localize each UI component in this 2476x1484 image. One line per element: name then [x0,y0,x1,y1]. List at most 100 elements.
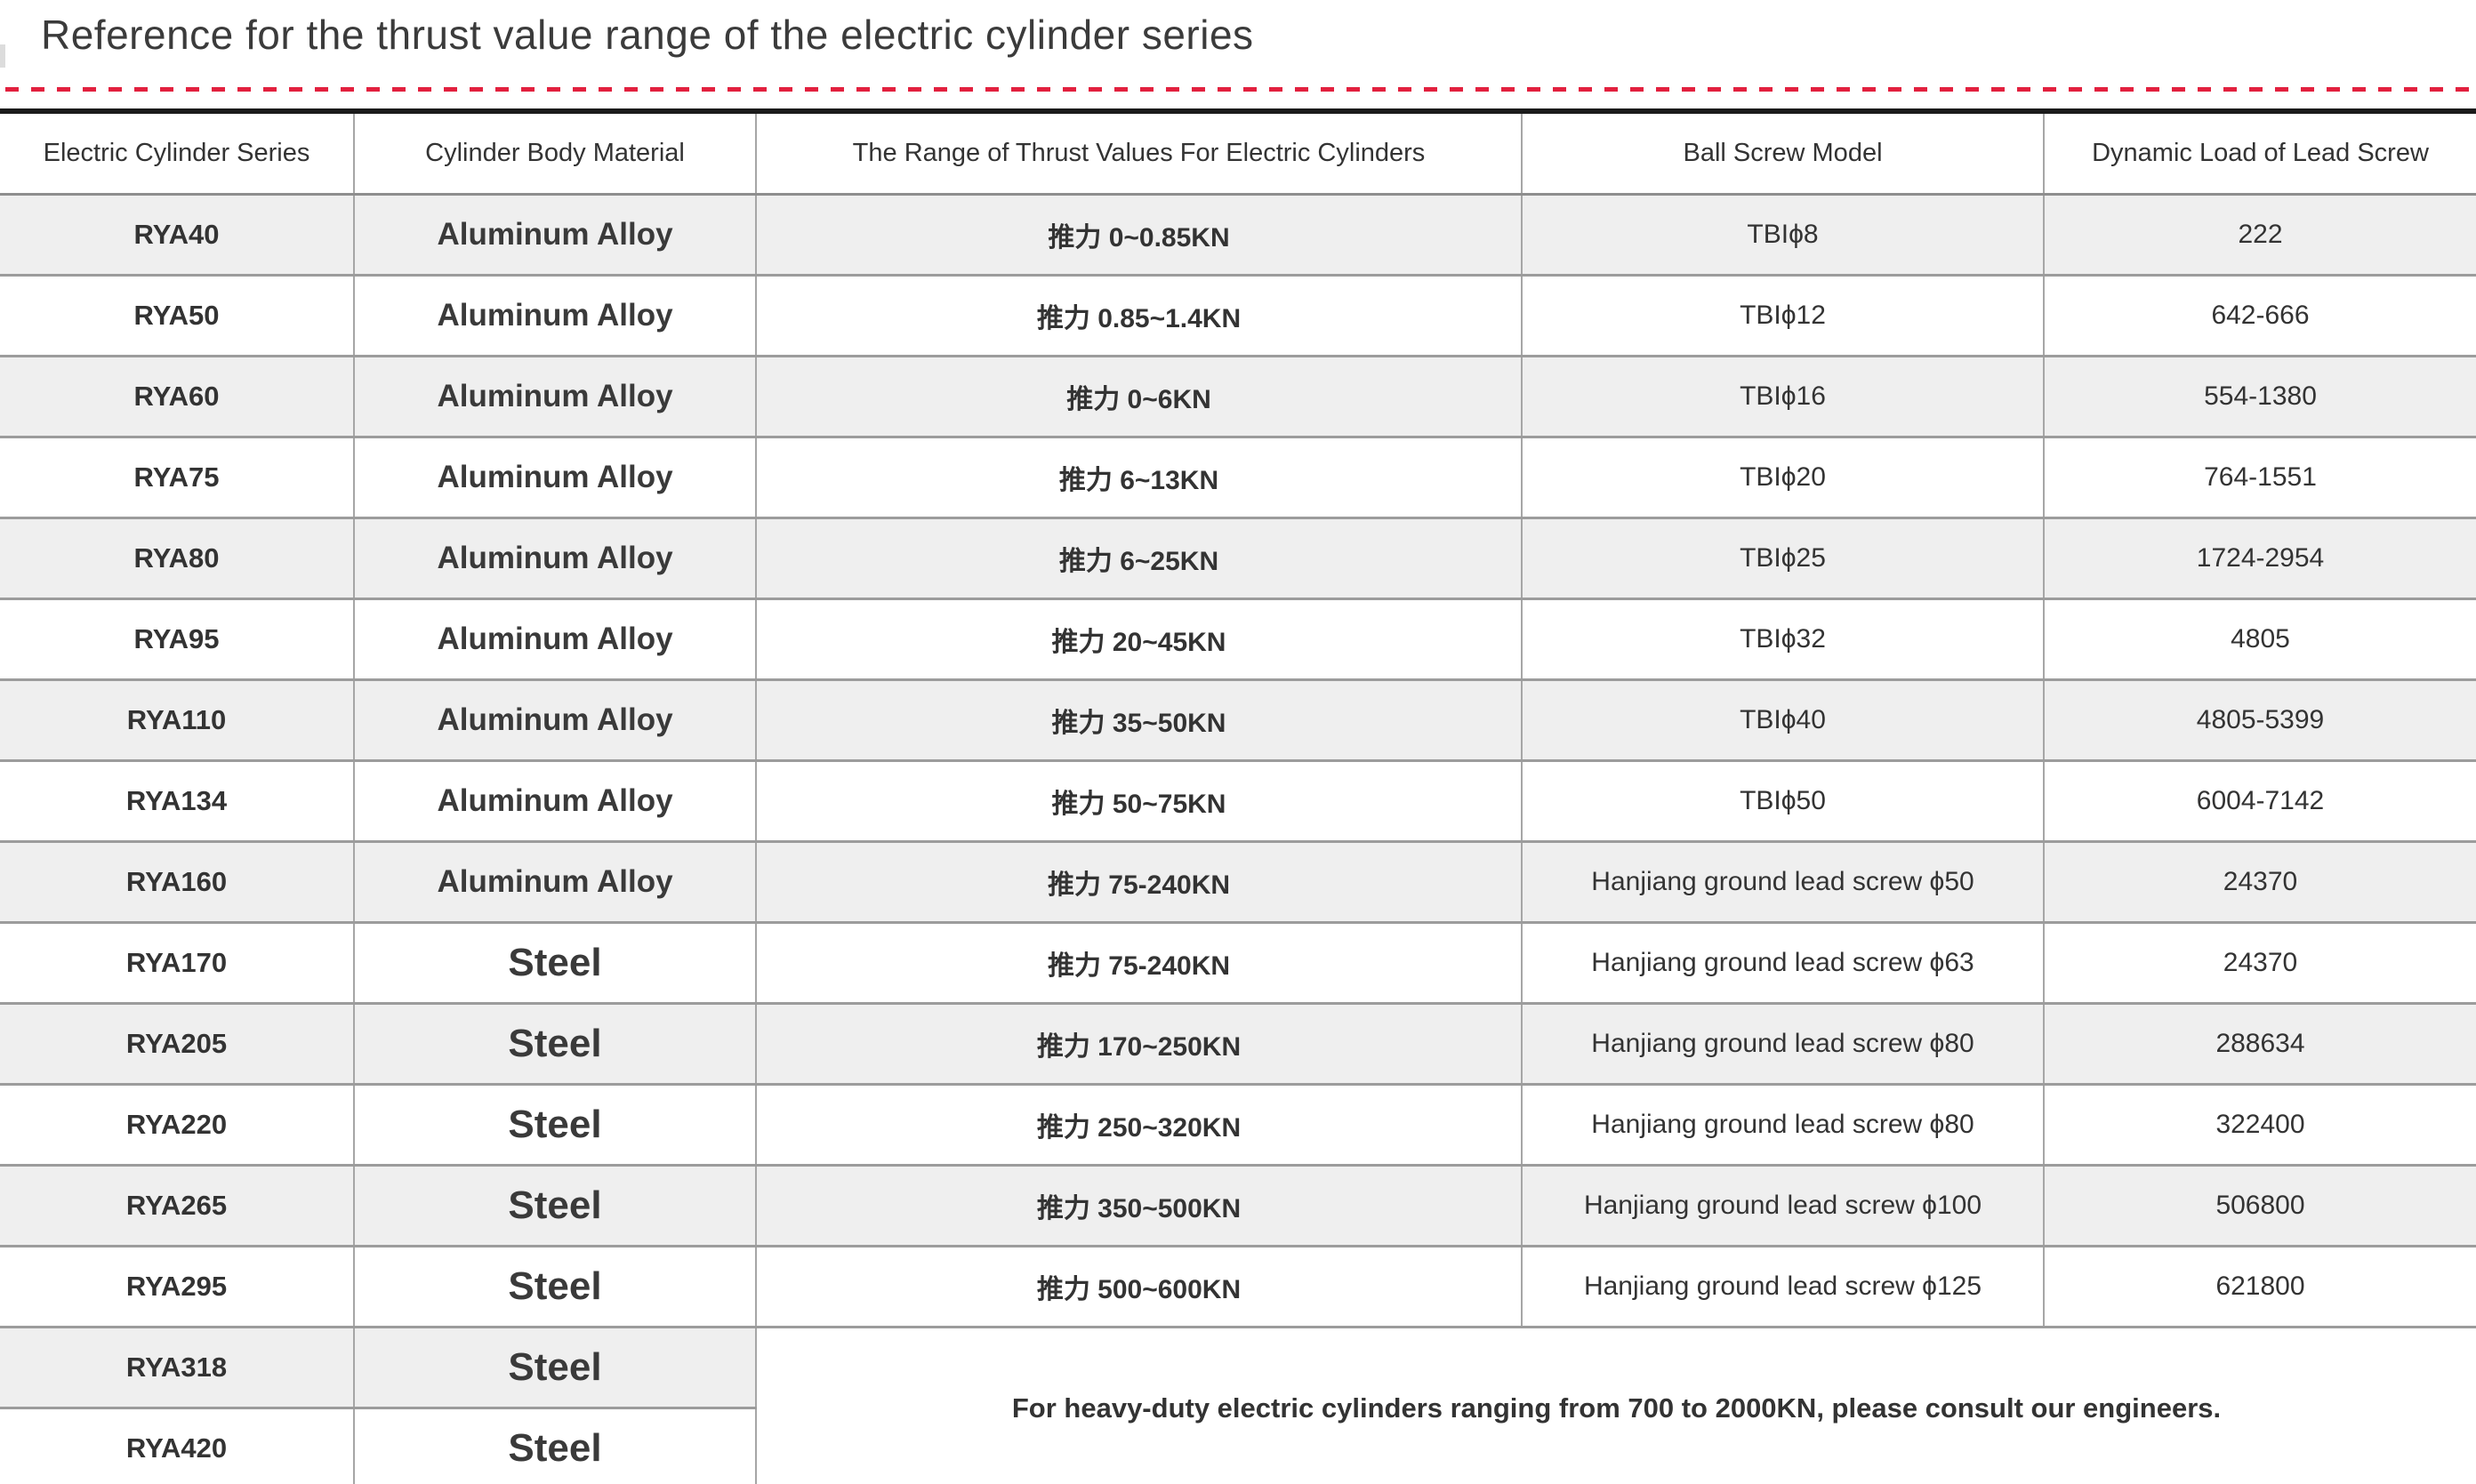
series-cell: RYA110 [0,679,354,762]
material-cell: Aluminum Alloy [353,841,756,924]
col-header-material: Cylinder Body Material [353,111,756,196]
thrust-cell: 推力 75-240KN [755,841,1522,924]
load-cell: 222 [2043,194,2476,277]
table-row: RYA50 Aluminum Alloy 推力 0.85~1.4KN TBIϕ1… [0,275,2476,357]
thrust-cell: 推力 500~600KN [755,1246,1522,1328]
thrust-cell: 推力 35~50KN [755,679,1522,762]
table-row: RYA95 Aluminum Alloy 推力 20~45KN TBIϕ32 4… [0,598,2476,681]
series-cell: RYA134 [0,760,354,843]
load-cell: 621800 [2043,1246,2476,1328]
load-cell: 4805-5399 [2043,679,2476,762]
ball-screw-cell: TBIϕ32 [1521,598,2044,681]
title-accent-bar [0,44,5,68]
table-row: RYA80 Aluminum Alloy 推力 6~25KN TBIϕ25 17… [0,517,2476,600]
series-cell: RYA265 [0,1165,354,1247]
table-row: RYA75 Aluminum Alloy 推力 6~13KN TBIϕ20 76… [0,437,2476,519]
heavy-duty-note-cell: For heavy-duty electric cylinders rangin… [755,1327,2476,1484]
series-cell: RYA205 [0,1003,354,1086]
material-cell: Aluminum Alloy [353,517,756,600]
page-header: Reference for the thrust value range of … [0,9,2476,68]
series-cell: RYA420 [0,1408,354,1484]
load-cell: 642-666 [2043,275,2476,357]
material-cell: Steel [353,1003,756,1086]
page-title: Reference for the thrust value range of … [41,12,1254,58]
ball-screw-cell: Hanjiang ground lead screw ϕ63 [1521,922,2044,1005]
table-header-row: Electric Cylinder Series Cylinder Body M… [0,111,2476,196]
material-cell: Steel [353,1165,756,1247]
material-cell: Aluminum Alloy [353,275,756,357]
material-cell: Steel [353,1246,756,1328]
material-cell: Steel [353,1084,756,1167]
ball-screw-cell: Hanjiang ground lead screw ϕ50 [1521,841,2044,924]
load-cell: 24370 [2043,922,2476,1005]
col-header-series: Electric Cylinder Series [0,111,354,196]
material-cell: Aluminum Alloy [353,356,756,438]
ball-screw-cell: TBIϕ8 [1521,194,2044,277]
thrust-cell: 推力 20~45KN [755,598,1522,681]
col-header-ball-screw: Ball Screw Model [1521,111,2044,196]
material-cell: Aluminum Alloy [353,194,756,277]
series-cell: RYA295 [0,1246,354,1328]
table-row: RYA110 Aluminum Alloy 推力 35~50KN TBIϕ40 … [0,679,2476,762]
series-cell: RYA160 [0,841,354,924]
series-cell: RYA50 [0,275,354,357]
col-header-thrust-range: The Range of Thrust Values For Electric … [755,111,1522,196]
series-cell: RYA95 [0,598,354,681]
table-row: RYA134 Aluminum Alloy 推力 50~75KN TBIϕ50 … [0,760,2476,843]
ball-screw-cell: Hanjiang ground lead screw ϕ100 [1521,1165,2044,1247]
load-cell: 288634 [2043,1003,2476,1086]
load-cell: 322400 [2043,1084,2476,1167]
ball-screw-cell: TBIϕ12 [1521,275,2044,357]
ball-screw-cell: TBIϕ16 [1521,356,2044,438]
load-cell: 764-1551 [2043,437,2476,519]
ball-screw-cell: TBIϕ50 [1521,760,2044,843]
table-row: RYA318 Steel For heavy-duty electric cyl… [0,1327,2476,1484]
table-row: RYA170 Steel 推力 75-240KN Hanjiang ground… [0,922,2476,1005]
load-cell: 554-1380 [2043,356,2476,438]
load-cell: 4805 [2043,598,2476,681]
series-cell: RYA220 [0,1084,354,1167]
table-row: RYA205 Steel 推力 170~250KN Hanjiang groun… [0,1003,2476,1086]
thrust-cell: 推力 350~500KN [755,1165,1522,1247]
series-cell: RYA60 [0,356,354,438]
material-cell: Aluminum Alloy [353,437,756,519]
load-cell: 506800 [2043,1165,2476,1247]
red-dashed-divider [5,87,2471,92]
ball-screw-cell: TBIϕ20 [1521,437,2044,519]
material-cell: Steel [353,922,756,1005]
thrust-cell: 推力 0.85~1.4KN [755,275,1522,357]
table-row: RYA60 Aluminum Alloy 推力 0~6KN TBIϕ16 554… [0,356,2476,438]
ball-screw-cell: TBIϕ40 [1521,679,2044,762]
thrust-cell: 推力 6~13KN [755,437,1522,519]
table-row: RYA160 Aluminum Alloy 推力 75-240KN Hanjia… [0,841,2476,924]
thrust-cell: 推力 250~320KN [755,1084,1522,1167]
series-cell: RYA318 [0,1327,354,1409]
series-cell: RYA75 [0,437,354,519]
series-cell: RYA170 [0,922,354,1005]
table-row: RYA265 Steel 推力 350~500KN Hanjiang groun… [0,1165,2476,1247]
series-cell: RYA40 [0,194,354,277]
thrust-cell: 推力 50~75KN [755,760,1522,843]
series-cell: RYA80 [0,517,354,600]
col-header-dynamic-load: Dynamic Load of Lead Screw [2043,111,2476,196]
thrust-cell: 推力 75-240KN [755,922,1522,1005]
ball-screw-cell: Hanjiang ground lead screw ϕ80 [1521,1084,2044,1167]
table-row: RYA420 Steel [0,1408,2476,1484]
material-cell: Aluminum Alloy [353,598,756,681]
table-row: RYA220 Steel 推力 250~320KN Hanjiang groun… [0,1084,2476,1167]
table-row: RYA295 Steel 推力 500~600KN Hanjiang groun… [0,1246,2476,1328]
load-cell: 1724-2954 [2043,517,2476,600]
material-cell: Aluminum Alloy [353,760,756,843]
ball-screw-cell: TBIϕ25 [1521,517,2044,600]
ball-screw-cell: Hanjiang ground lead screw ϕ80 [1521,1003,2044,1086]
material-cell: Aluminum Alloy [353,679,756,762]
load-cell: 6004-7142 [2043,760,2476,843]
thrust-cell: 推力 0~6KN [755,356,1522,438]
thrust-cell: 推力 0~0.85KN [755,194,1522,277]
load-cell: 24370 [2043,841,2476,924]
thrust-cell: 推力 6~25KN [755,517,1522,600]
table-row: RYA40 Aluminum Alloy 推力 0~0.85KN TBIϕ8 2… [0,194,2476,277]
material-cell: Steel [353,1408,756,1484]
material-cell: Steel [353,1327,756,1409]
ball-screw-cell: Hanjiang ground lead screw ϕ125 [1521,1246,2044,1328]
